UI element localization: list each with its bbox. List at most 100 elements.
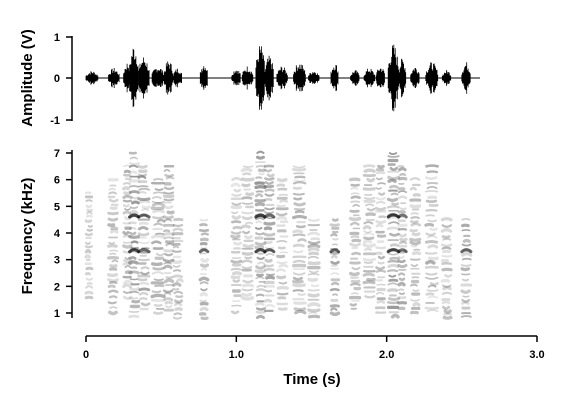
spectrogram-stroke — [163, 292, 172, 296]
spectrogram-stroke — [122, 230, 130, 236]
waveform-burst — [108, 68, 120, 88]
waveform-burst — [461, 62, 471, 94]
spectrogram-stroke — [330, 272, 340, 275]
spectrogram-stroke — [460, 267, 470, 272]
spectrogram-stroke — [398, 288, 405, 291]
spectrogram-stroke — [129, 287, 140, 292]
spectrogram-stroke — [362, 225, 372, 230]
spectrogram-stroke — [425, 232, 436, 237]
spectrogram-stroke — [377, 164, 385, 169]
spectrogram-stroke — [108, 191, 117, 195]
spectrogram-stroke — [254, 193, 264, 198]
spectrogram-syllable — [397, 165, 408, 311]
spectrogram-stroke — [410, 212, 419, 215]
spectrogram-stroke — [129, 206, 139, 209]
spectrogram-stroke — [351, 266, 361, 271]
spectrogram-stroke — [163, 198, 175, 202]
spectrogram-stroke — [122, 210, 132, 215]
spectrogram-stroke — [108, 310, 118, 316]
spectrogram-stroke — [387, 178, 397, 183]
spectrogram-stroke — [256, 252, 266, 255]
spectrogram-stroke — [310, 284, 320, 288]
spectrogram-stroke — [230, 234, 241, 240]
spectrogram-stroke — [231, 193, 242, 197]
waveform-burst — [276, 66, 288, 90]
spectrogram-stroke — [264, 258, 273, 263]
spectrogram-stroke — [263, 232, 276, 237]
waveform-burst — [308, 72, 320, 84]
spectrogram-stroke — [399, 207, 407, 211]
spectrogram-stroke — [84, 219, 93, 224]
spectrogram-stroke — [331, 254, 338, 259]
spectrogram-stroke — [141, 205, 151, 210]
spectrogram-stroke — [137, 278, 148, 282]
spectrogram-stroke — [276, 292, 289, 296]
spectrogram-stroke — [107, 217, 119, 222]
spectrogram-stroke — [389, 243, 400, 247]
spectrogram-stroke — [307, 293, 320, 298]
spectrogram-stroke — [349, 177, 361, 182]
spectrogram-stroke — [172, 316, 182, 320]
spectrogram-stroke — [307, 255, 319, 259]
spectrogram-stroke — [397, 259, 406, 264]
spectrogram-stroke — [123, 191, 132, 196]
spectrogram-stroke — [128, 270, 140, 275]
spectrogram-stroke — [266, 216, 274, 220]
spectrogram-stroke — [349, 271, 360, 277]
spectrogram-stroke — [164, 300, 173, 305]
spectrogram-stroke — [108, 289, 119, 294]
spectrogram-stroke — [278, 281, 288, 285]
waveform-burst — [151, 69, 165, 87]
spectrogram-stroke — [440, 216, 453, 222]
spectrogram-stroke — [137, 258, 150, 262]
spectrogram-stroke — [153, 303, 163, 307]
spectrogram-stroke — [152, 267, 165, 271]
waveform-panel: 1 0 -1 Amplitude (V) — [19, 29, 480, 127]
spectrogram-stroke — [308, 311, 318, 315]
spectrogram-stroke — [254, 216, 265, 221]
spectrogram-stroke — [151, 290, 162, 294]
spectrogram-stroke — [231, 215, 242, 220]
spectrogram-dark-band — [397, 213, 408, 219]
spectrogram-stroke — [292, 259, 306, 264]
spectrogram-stroke — [152, 209, 165, 214]
spectrogram-stroke — [164, 271, 172, 275]
spectrogram-stroke — [107, 273, 118, 278]
spectrogram-syllable — [440, 216, 453, 320]
spectrogram-stroke — [307, 218, 320, 222]
spectrogram-stroke — [138, 191, 147, 195]
spectrogram-stroke — [244, 256, 253, 260]
spectrogram-stroke — [276, 215, 288, 221]
spectrogram-stroke — [231, 176, 242, 182]
spectrogram-stroke — [164, 253, 173, 257]
spectrogram-stroke — [461, 257, 472, 261]
spectrogram-stroke — [308, 270, 319, 274]
spectrogram-stroke — [264, 177, 275, 181]
spectrogram-stroke — [108, 187, 116, 191]
spectrogram-stroke — [152, 191, 164, 195]
waveform-burst — [293, 64, 306, 92]
spectrogram-stroke — [265, 289, 273, 293]
spectrogram-stroke — [122, 244, 133, 249]
spectrogram-stroke — [152, 216, 165, 220]
spectrogram-stroke — [111, 259, 119, 263]
spectrogram-stroke — [171, 274, 183, 279]
spectrogram-stroke — [397, 190, 408, 194]
spectrogram-stroke — [276, 240, 288, 243]
spectrogram-stroke — [424, 190, 439, 193]
spectrogram-stroke — [172, 250, 182, 253]
spectrogram-stroke — [263, 264, 274, 268]
spectrogram-stroke — [332, 293, 338, 296]
spectrogram-stroke — [162, 215, 174, 220]
spectrogram-stroke — [254, 302, 265, 306]
spectrogram-stroke — [461, 243, 472, 247]
spectrogram-dark-band — [397, 248, 408, 254]
spectrogram-stroke — [162, 232, 175, 237]
spectrogram-stroke — [427, 295, 439, 299]
spectrogram-stroke — [461, 223, 470, 228]
spectrogram-stroke — [128, 256, 137, 260]
spectrogram-stroke — [460, 301, 470, 305]
waveform-burst — [441, 70, 452, 86]
spectrogram-stroke — [129, 162, 140, 166]
spectrogram-stroke — [129, 156, 138, 160]
